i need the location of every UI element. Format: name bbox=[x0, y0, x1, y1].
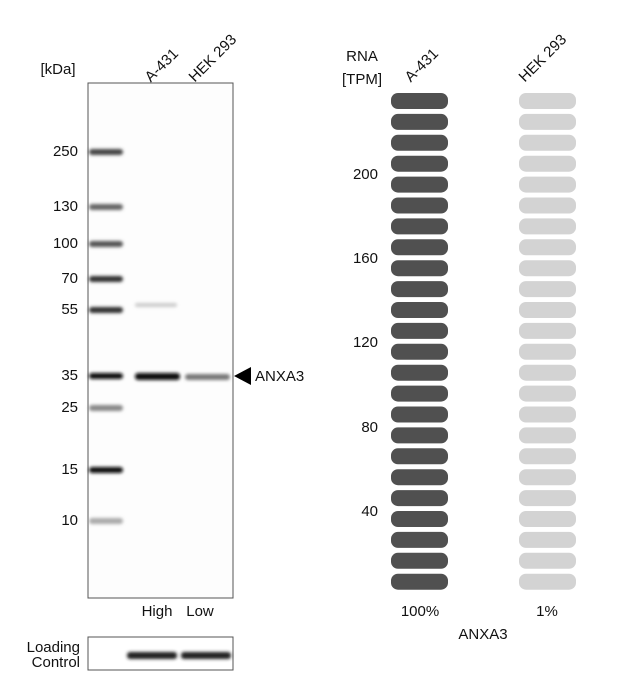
rna-pill bbox=[519, 302, 576, 318]
marker-label: 25 bbox=[61, 399, 78, 416]
marker-label: 100 bbox=[53, 235, 78, 252]
rna-pill bbox=[391, 113, 448, 130]
marker-label: 70 bbox=[61, 270, 78, 287]
rna-pill bbox=[519, 343, 576, 360]
lane-label: A-431 bbox=[142, 45, 182, 85]
marker-label: 130 bbox=[53, 198, 78, 215]
rna-pill bbox=[519, 490, 576, 507]
percentage: 100% bbox=[401, 603, 439, 620]
target-label: ANXA3 bbox=[255, 368, 304, 385]
rna-pill bbox=[391, 448, 448, 465]
rna-pill bbox=[519, 93, 576, 109]
gene-label: ANXA3 bbox=[458, 626, 507, 643]
rna-pill bbox=[519, 573, 576, 590]
ladder-band bbox=[89, 405, 123, 411]
tick-label: 200 bbox=[353, 166, 378, 183]
rna-pill bbox=[391, 531, 448, 548]
rna-pill bbox=[391, 364, 448, 381]
level-label: High bbox=[142, 603, 173, 620]
rna-pill bbox=[519, 531, 576, 548]
rna-pill bbox=[391, 406, 448, 423]
rna-pill bbox=[391, 552, 448, 569]
marker-label: 10 bbox=[61, 512, 78, 529]
rna-pill bbox=[519, 385, 576, 402]
rna-pill bbox=[391, 197, 448, 214]
band bbox=[181, 652, 231, 659]
rna-pill bbox=[391, 490, 448, 507]
rna-ticks: 200 160 120 80 40 bbox=[353, 166, 378, 520]
marker-label: 35 bbox=[61, 367, 78, 384]
blot-panel bbox=[87, 82, 234, 599]
arrow bbox=[234, 367, 251, 385]
lane-label: HEK 293 bbox=[186, 31, 240, 85]
rna-pill bbox=[519, 552, 576, 569]
rna-pill bbox=[391, 239, 448, 256]
tick-label: 160 bbox=[353, 250, 378, 267]
ladder-band bbox=[89, 467, 123, 473]
rna-pill bbox=[391, 260, 448, 277]
ladder-band bbox=[89, 204, 123, 210]
rna-pill bbox=[519, 239, 576, 256]
rna-pill bbox=[519, 218, 576, 235]
axis-title: RNA bbox=[346, 48, 378, 65]
rna-pill bbox=[519, 134, 576, 151]
rna-pill bbox=[391, 343, 448, 360]
band bbox=[135, 303, 177, 307]
ladder-band bbox=[89, 518, 123, 524]
unit-label: [kDa] bbox=[40, 61, 75, 78]
band bbox=[135, 373, 180, 380]
axis-title: [TPM] bbox=[342, 71, 382, 88]
band bbox=[185, 374, 230, 380]
ladder bbox=[89, 149, 123, 524]
ladder-band bbox=[89, 149, 123, 155]
rna-pill bbox=[519, 448, 576, 465]
rna-pill bbox=[391, 281, 448, 298]
rna-pill bbox=[519, 155, 576, 172]
rna-pill bbox=[519, 176, 576, 193]
rna-pill bbox=[391, 427, 448, 444]
level-label: Low bbox=[186, 603, 214, 620]
rna-pill bbox=[519, 469, 576, 486]
rna-pill bbox=[519, 511, 576, 527]
rna-pill bbox=[391, 218, 448, 235]
loading-label: Loading bbox=[27, 639, 80, 656]
ladder-band bbox=[89, 241, 123, 247]
marker-label: 55 bbox=[61, 301, 78, 318]
marker-label: 250 bbox=[53, 143, 78, 160]
marker-label: 15 bbox=[61, 461, 78, 478]
rna-pill bbox=[391, 573, 448, 590]
rna-pill bbox=[519, 197, 576, 214]
rna-pill bbox=[391, 134, 448, 151]
lane-label: A-431 bbox=[402, 45, 442, 85]
tick-label: 80 bbox=[361, 419, 378, 436]
ladder-band bbox=[89, 373, 123, 379]
ladder-band bbox=[89, 276, 123, 282]
rna-pill bbox=[519, 364, 576, 381]
rna-pill bbox=[519, 322, 576, 339]
rna-pill bbox=[519, 406, 576, 423]
loading-label: Control bbox=[32, 654, 80, 671]
band bbox=[127, 652, 177, 659]
rna-pill bbox=[391, 176, 448, 193]
rna-pill bbox=[391, 93, 448, 109]
rna-pill bbox=[391, 469, 448, 486]
rna-pill bbox=[519, 113, 576, 130]
rna-bars bbox=[391, 93, 576, 590]
tick-label: 120 bbox=[353, 334, 378, 351]
rna-pill bbox=[519, 427, 576, 444]
rna-pill bbox=[391, 322, 448, 339]
rna-pill bbox=[519, 281, 576, 298]
ladder-band bbox=[89, 307, 123, 313]
percentage: 1% bbox=[536, 603, 558, 620]
tick-label: 40 bbox=[361, 503, 378, 520]
rna-pill bbox=[391, 511, 448, 527]
rna-pill bbox=[391, 155, 448, 172]
rna-pill bbox=[391, 302, 448, 318]
lane-label: HEK 293 bbox=[516, 31, 570, 85]
rna-pill bbox=[391, 385, 448, 402]
rna-pill bbox=[519, 260, 576, 277]
